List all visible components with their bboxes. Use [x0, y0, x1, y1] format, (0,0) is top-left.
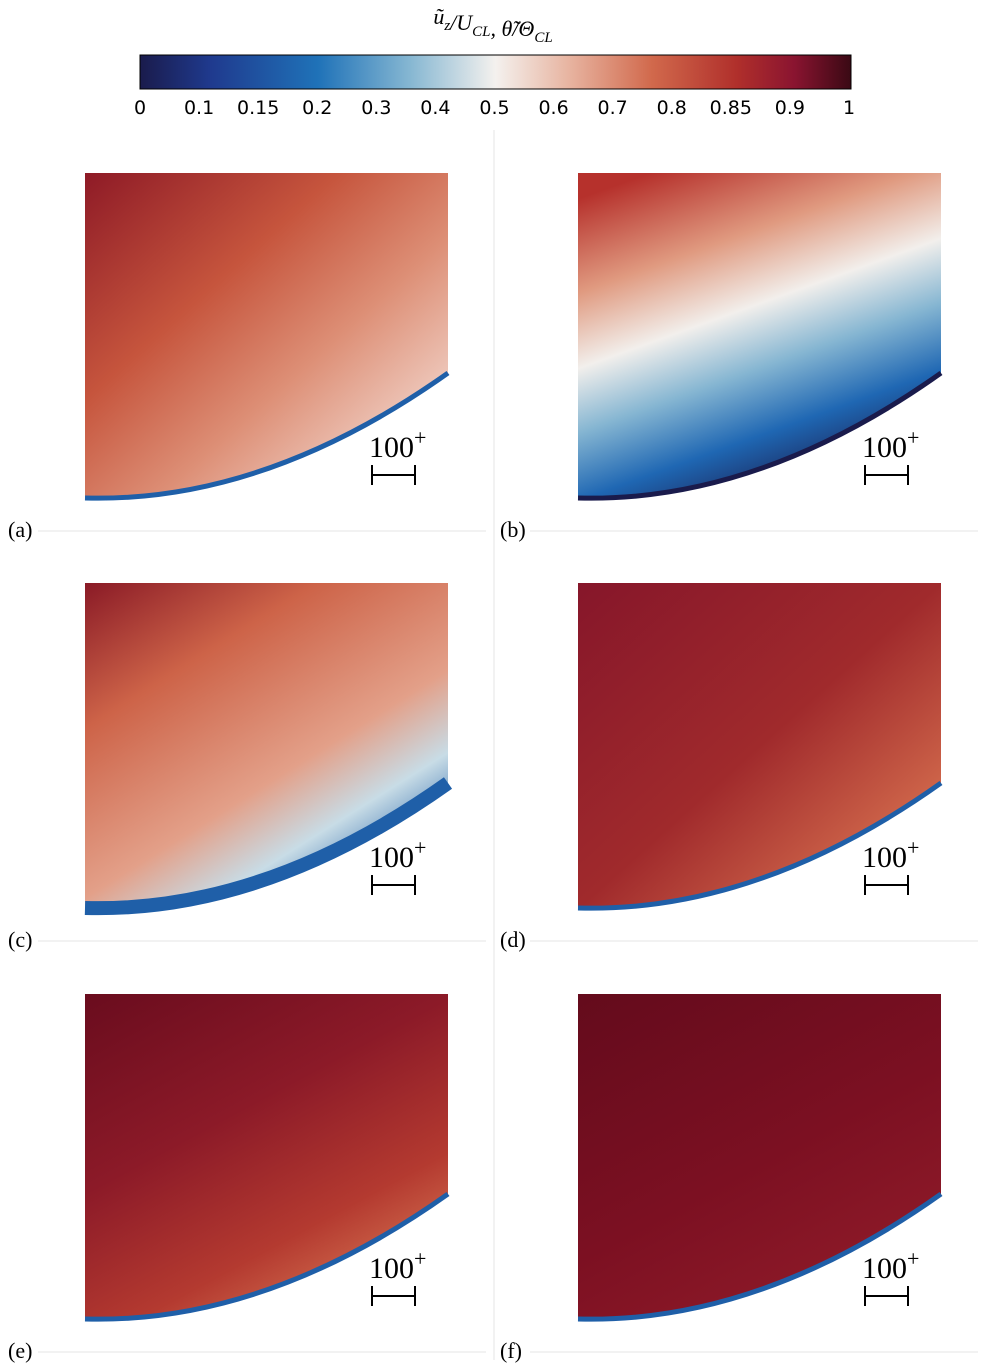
scale-bar-label: 100+ [369, 835, 426, 874]
colorbar-tick-label: 0.85 [710, 97, 752, 119]
scale-bar-value: 100 [369, 431, 414, 464]
wall-layer [577, 370, 943, 501]
colorbar-tick-label: 0.9 [775, 97, 805, 119]
wall-layer [577, 1191, 943, 1322]
scale-bar-superscript: + [907, 425, 919, 450]
panel-label: (d) [500, 927, 526, 952]
panel-label: (a) [8, 517, 32, 542]
colorbar [139, 54, 852, 90]
colorbar-tick-label: 0.7 [598, 97, 628, 119]
colorbar-tick-label: 0.2 [302, 97, 332, 119]
flow-field [85, 583, 448, 909]
panel: 100+ [84, 173, 450, 501]
colorbar-tick-label: 0.8 [657, 97, 687, 119]
wall-layer [84, 1191, 450, 1322]
panel: 100+ [84, 994, 450, 1322]
colorbar-label: ũz/UCL, θ̃/ΘCL [433, 4, 552, 46]
colorbar-tick-label: 0.4 [420, 97, 450, 119]
label-subscript: CL [472, 24, 490, 40]
panel-label: (f) [500, 1338, 522, 1363]
panel-label: (b) [500, 517, 526, 542]
flow-field [578, 994, 941, 1320]
scale-bar-superscript: + [907, 835, 919, 860]
scale-bar-label: 100+ [862, 1246, 919, 1285]
panel: 100+ [84, 583, 453, 916]
scale-bar-value: 100 [862, 431, 907, 464]
scale-bar-label: 100+ [862, 835, 919, 874]
scale-bar-value: 100 [369, 1252, 414, 1285]
label-subscript: z [443, 18, 450, 34]
label-text: , θ̃/Θ [491, 16, 535, 41]
panel-label: (c) [8, 927, 32, 952]
scale-bar-value: 100 [369, 841, 414, 874]
colorbar-tick-label: 0.6 [538, 97, 568, 119]
flow-field [578, 173, 941, 499]
label-text: ũ [433, 4, 444, 29]
flow-field [85, 173, 448, 499]
panel: 100+ [577, 994, 943, 1322]
label-subscript: CL [534, 30, 552, 46]
flow-field [578, 583, 941, 909]
colorbar-tick-label: 1 [843, 97, 855, 119]
label-text: /U [448, 10, 474, 35]
scale-bar-superscript: + [414, 835, 426, 860]
colorbar-tick-label: 0.1 [184, 97, 214, 119]
scale-bar-superscript: + [907, 1246, 919, 1271]
colorbar-tick-label: 0.3 [361, 97, 391, 119]
scale-bar-value: 100 [862, 841, 907, 874]
scale-bar-value: 100 [862, 1252, 907, 1285]
wall-layer [84, 777, 453, 916]
colorbar-tick-label: 0 [134, 97, 146, 119]
wall-layer [84, 370, 450, 501]
scale-bar-label: 100+ [862, 425, 919, 464]
scale-bar-superscript: + [414, 425, 426, 450]
panel: 100+ [577, 173, 943, 501]
panel: 100+ [577, 583, 943, 911]
colorbar-tick-label: 0.5 [479, 97, 509, 119]
panel-label: (e) [8, 1338, 32, 1363]
colorbar-tick-label: 0.15 [237, 97, 279, 119]
scale-bar-label: 100+ [369, 1246, 426, 1285]
scale-bar-superscript: + [414, 1246, 426, 1271]
flow-field [85, 994, 448, 1320]
wall-layer [577, 780, 943, 911]
scale-bar-label: 100+ [369, 425, 426, 464]
